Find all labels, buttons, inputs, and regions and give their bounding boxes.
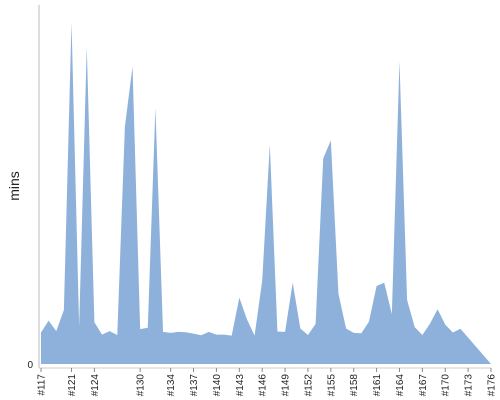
x-tick-label: #124 — [90, 374, 101, 397]
x-tick-label: #140 — [212, 374, 223, 397]
x-tick-label: #134 — [166, 374, 177, 397]
x-tick-label: #146 — [258, 374, 269, 397]
area-fill — [41, 22, 491, 364]
x-tick-label: #143 — [235, 374, 246, 397]
x-tick-label: #173 — [464, 374, 475, 397]
area-series — [41, 22, 491, 364]
x-axis-ticks: #117 #121 #124 #130 #134 #137 #140 #143 #146 #149… — [37, 368, 498, 396]
x-tick-label: #149 — [281, 374, 292, 397]
x-tick-label: #117 — [37, 374, 48, 396]
x-tick-label: #164 — [395, 374, 406, 397]
axes — [38, 5, 491, 369]
y-tick-label: 0 — [27, 360, 33, 371]
x-tick-label: #170 — [441, 374, 452, 397]
x-tick-label: #158 — [349, 374, 360, 397]
y-axis-ticks: 0 — [27, 360, 33, 371]
x-tick-label: #121 — [67, 374, 78, 397]
x-tick-label: #137 — [189, 374, 200, 397]
y-axis-title: mins — [6, 171, 22, 201]
x-tick-label: #176 — [487, 374, 498, 397]
x-tick-label: #130 — [136, 374, 147, 397]
x-tick-label: #155 — [326, 374, 337, 397]
x-tick-label: #161 — [372, 374, 383, 397]
x-tick-label: #167 — [418, 374, 429, 397]
x-tick-label: #152 — [303, 374, 314, 397]
y-axis-title-group: mins — [6, 171, 22, 201]
